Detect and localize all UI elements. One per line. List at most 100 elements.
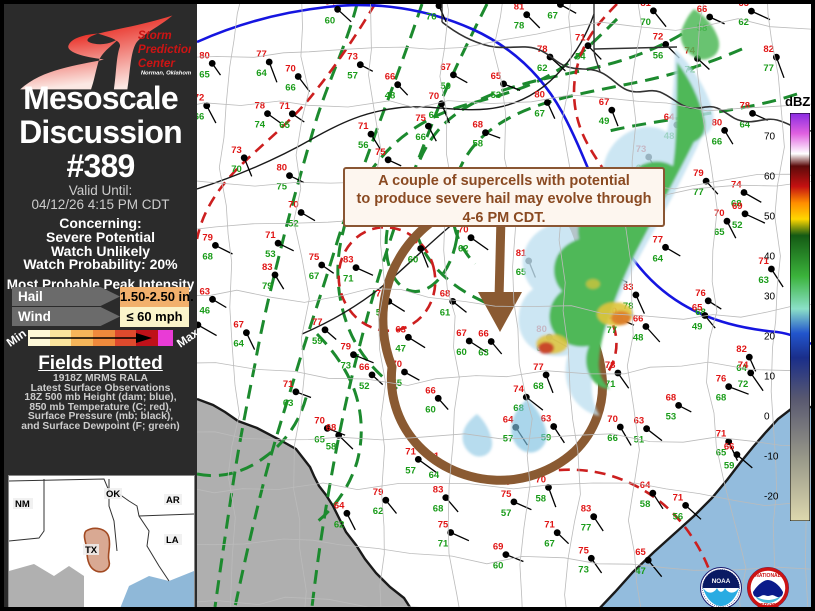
svg-text:77: 77	[763, 63, 774, 74]
svg-text:82: 82	[736, 344, 747, 355]
svg-text:70: 70	[231, 164, 242, 175]
svg-text:64: 64	[429, 470, 440, 481]
svg-text:NOAA: NOAA	[712, 578, 731, 585]
svg-text:67: 67	[534, 109, 545, 120]
svg-text:59: 59	[312, 336, 323, 347]
svg-text:73: 73	[347, 52, 358, 63]
svg-text:75: 75	[309, 252, 320, 263]
svg-text:66: 66	[415, 132, 426, 143]
svg-text:56: 56	[358, 140, 369, 151]
svg-text:69: 69	[732, 201, 743, 212]
svg-text:65: 65	[714, 227, 725, 238]
svg-text:47: 47	[395, 343, 406, 354]
svg-text:68: 68	[666, 392, 677, 403]
svg-text:58: 58	[536, 493, 547, 504]
svg-text:68: 68	[433, 504, 444, 515]
svg-text:63: 63	[283, 398, 294, 409]
svg-text:SERVICE: SERVICE	[757, 603, 780, 607]
svg-text:76: 76	[695, 288, 706, 299]
svg-text:65: 65	[279, 120, 290, 131]
svg-text:76: 76	[716, 374, 727, 385]
svg-text:52: 52	[359, 381, 370, 392]
svg-text:71: 71	[343, 274, 354, 285]
svg-text:62: 62	[738, 17, 749, 28]
svg-text:81: 81	[640, 4, 651, 9]
svg-text:57: 57	[405, 465, 416, 476]
svg-text:79: 79	[202, 232, 213, 243]
svg-text:60: 60	[325, 15, 336, 26]
svg-text:62: 62	[458, 244, 469, 255]
svg-text:75: 75	[438, 520, 449, 531]
svg-text:66: 66	[359, 362, 370, 373]
svg-text:47: 47	[635, 566, 646, 577]
svg-text:53: 53	[666, 411, 677, 422]
svg-text:63: 63	[478, 348, 489, 359]
svg-text:73: 73	[578, 564, 589, 575]
svg-text:AR: AR	[166, 495, 180, 506]
svg-text:70: 70	[285, 64, 296, 75]
svg-text:76: 76	[426, 12, 437, 23]
svg-text:74: 74	[255, 120, 266, 131]
svg-text:73: 73	[231, 145, 242, 156]
svg-text:67: 67	[309, 271, 320, 282]
svg-text:77: 77	[581, 523, 592, 534]
svg-text:71: 71	[544, 520, 555, 531]
svg-text:66: 66	[712, 136, 723, 147]
svg-text:68: 68	[202, 251, 213, 262]
svg-text:65: 65	[314, 434, 325, 445]
svg-text:64: 64	[653, 253, 664, 264]
svg-text:83: 83	[581, 504, 592, 515]
svg-text:60: 60	[425, 404, 436, 415]
svg-text:75: 75	[501, 489, 512, 500]
svg-text:65: 65	[738, 4, 749, 9]
svg-text:64: 64	[325, 4, 336, 7]
svg-text:58: 58	[473, 139, 484, 150]
svg-text:56: 56	[673, 511, 684, 522]
svg-text:79: 79	[262, 281, 273, 292]
svg-text:71: 71	[358, 121, 369, 132]
svg-text:57: 57	[347, 71, 358, 82]
svg-text:61: 61	[440, 307, 451, 318]
svg-text:46: 46	[200, 305, 211, 316]
svg-text:49: 49	[692, 322, 703, 333]
svg-text:53: 53	[265, 249, 276, 260]
svg-text:70: 70	[314, 415, 325, 426]
svg-text:72: 72	[738, 379, 749, 390]
svg-text:83: 83	[262, 262, 273, 273]
svg-text:58: 58	[640, 499, 651, 510]
svg-text:53: 53	[491, 90, 502, 101]
svg-text:49: 49	[599, 116, 610, 127]
svg-text:56: 56	[653, 50, 664, 61]
svg-text:Prediction: Prediction	[137, 43, 190, 56]
svg-text:63: 63	[395, 324, 406, 335]
svg-text:62: 62	[537, 63, 548, 74]
svg-text:62: 62	[334, 519, 345, 530]
svg-text:67: 67	[547, 11, 558, 22]
svg-text:OK: OK	[106, 489, 120, 500]
svg-text:65: 65	[199, 69, 210, 80]
svg-text:78: 78	[740, 100, 751, 111]
svg-text:70: 70	[640, 17, 651, 28]
svg-text:LA: LA	[166, 535, 179, 546]
svg-text:64: 64	[233, 339, 244, 350]
svg-text:59: 59	[724, 461, 735, 472]
svg-text:66: 66	[425, 385, 436, 396]
svg-text:62: 62	[373, 506, 384, 517]
svg-text:77: 77	[256, 49, 267, 60]
svg-text:71: 71	[283, 379, 294, 390]
svg-text:75: 75	[415, 113, 426, 124]
svg-text:70: 70	[607, 414, 618, 425]
svg-text:60: 60	[456, 347, 467, 358]
svg-text:66: 66	[724, 442, 735, 453]
svg-text:48: 48	[633, 333, 644, 344]
svg-text:67: 67	[599, 97, 610, 108]
svg-text:71: 71	[673, 492, 684, 503]
svg-text:77: 77	[607, 325, 618, 336]
svg-text:66: 66	[478, 329, 489, 340]
svg-text:65: 65	[635, 547, 646, 558]
svg-text:78: 78	[605, 360, 616, 371]
svg-text:70: 70	[714, 208, 725, 219]
svg-text:79: 79	[693, 168, 704, 179]
svg-text:72: 72	[653, 31, 664, 42]
svg-text:80: 80	[534, 90, 545, 101]
